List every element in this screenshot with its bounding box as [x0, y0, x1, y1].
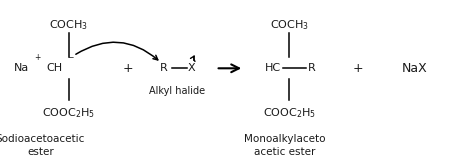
Text: −: −: [67, 53, 73, 62]
Text: CH: CH: [46, 63, 63, 73]
Text: Monoalkylaceto: Monoalkylaceto: [244, 134, 325, 144]
Text: Sodioacetoacetic: Sodioacetoacetic: [0, 134, 85, 144]
Text: X: X: [188, 63, 196, 73]
Text: Alkyl halide: Alkyl halide: [149, 86, 205, 96]
Text: Na: Na: [14, 63, 29, 73]
Text: ester: ester: [27, 147, 54, 157]
Text: +: +: [353, 62, 363, 75]
Text: COCH$_3$: COCH$_3$: [270, 18, 309, 32]
Text: R: R: [160, 63, 167, 73]
Text: COCH$_3$: COCH$_3$: [49, 18, 88, 32]
Text: COOC$_2$H$_5$: COOC$_2$H$_5$: [263, 106, 316, 120]
Text: COOC$_2$H$_5$: COOC$_2$H$_5$: [42, 106, 95, 120]
Text: HC: HC: [264, 63, 281, 73]
Text: acetic ester: acetic ester: [254, 147, 315, 157]
Text: NaX: NaX: [402, 62, 428, 75]
Text: +: +: [123, 62, 133, 75]
Text: +: +: [34, 53, 40, 62]
Text: R: R: [308, 63, 316, 73]
